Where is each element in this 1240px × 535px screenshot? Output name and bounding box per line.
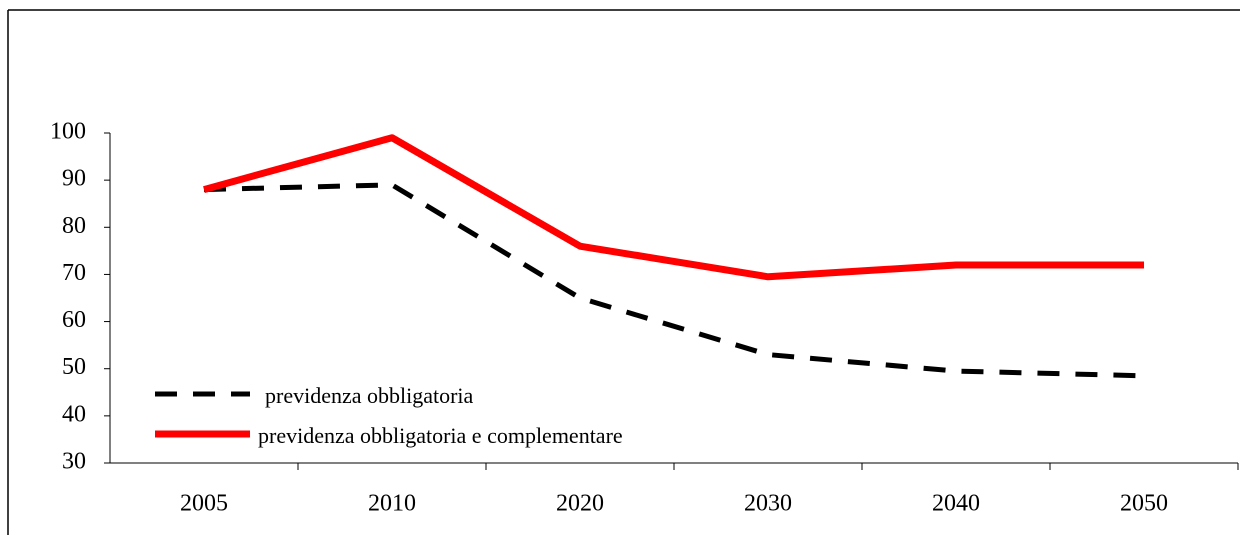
y-tick-label: 70: [62, 260, 86, 286]
x-tick-label: 2040: [932, 491, 980, 517]
y-tick-label: 50: [62, 354, 86, 380]
y-tick-label: 30: [62, 449, 86, 475]
series-line: [203, 182, 1145, 379]
y-tick-label: 80: [62, 213, 86, 239]
y-tick-label: 40: [62, 401, 86, 427]
series-line: [203, 134, 1144, 281]
x-tick-label: 2030: [744, 491, 792, 517]
x-tick-label: 2020: [556, 491, 604, 517]
y-tick-label: 60: [62, 307, 86, 333]
x-tick-label: 2050: [1120, 491, 1168, 517]
y-tick-label: 90: [62, 166, 86, 192]
legend-label: previdenza obbligatoria: [265, 383, 474, 408]
legend-label: previdenza obbligatoria e complementare: [258, 423, 623, 448]
y-tick-label: 100: [50, 119, 86, 145]
x-tick-label: 2010: [368, 491, 416, 517]
x-tick-label: 2005: [180, 491, 228, 517]
